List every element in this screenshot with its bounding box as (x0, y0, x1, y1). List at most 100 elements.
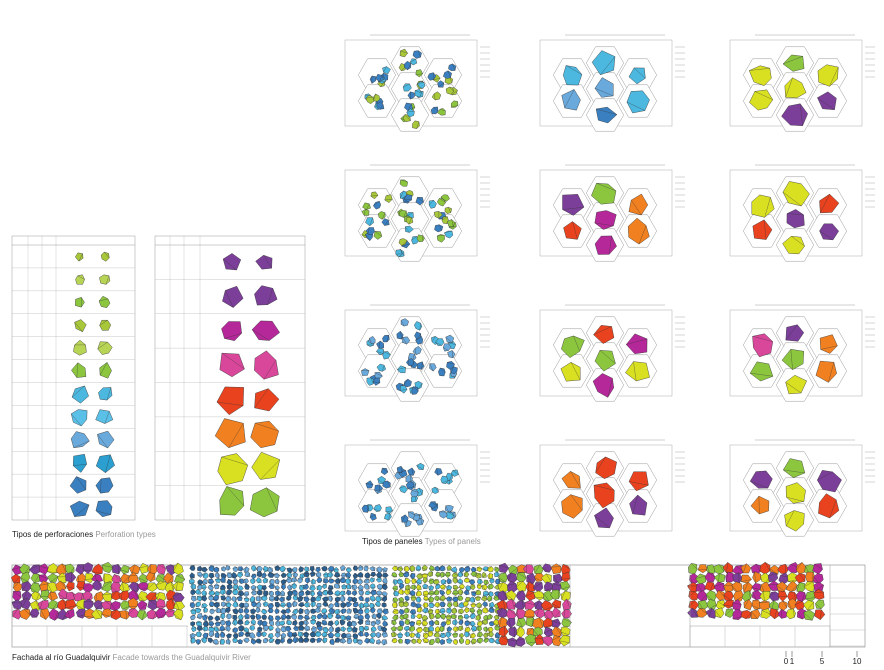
perforation (525, 581, 535, 592)
facet (464, 571, 468, 577)
facet (266, 487, 278, 512)
facet (114, 574, 122, 582)
perforation (231, 596, 238, 602)
perforation (452, 577, 459, 584)
facet (311, 578, 313, 585)
perforation (551, 618, 561, 629)
facet (445, 505, 449, 513)
facet (437, 596, 440, 601)
perforation (416, 573, 424, 580)
facet (281, 584, 284, 590)
perforation (254, 350, 279, 380)
perforation (489, 601, 495, 608)
perforation (274, 565, 281, 571)
perforation (321, 566, 328, 572)
facet (334, 632, 339, 636)
facet (408, 622, 415, 624)
facet (251, 573, 256, 577)
perforation (74, 319, 87, 333)
facet (95, 510, 111, 515)
perforation (361, 208, 370, 216)
perforation (351, 620, 358, 627)
facet (224, 333, 242, 339)
facet (206, 620, 209, 626)
perforation (251, 601, 257, 608)
facet (424, 578, 428, 584)
perforation (435, 571, 441, 578)
perforation (375, 572, 383, 578)
facet (820, 194, 830, 213)
facet (545, 573, 552, 582)
perforation (328, 595, 334, 603)
facet (445, 336, 453, 343)
facet (768, 573, 777, 577)
facet (428, 578, 434, 582)
perforation (817, 91, 837, 111)
facet (484, 607, 489, 612)
facet (323, 578, 327, 584)
facet (416, 603, 418, 609)
facet (274, 586, 279, 591)
facet (328, 613, 334, 617)
perforation (197, 595, 203, 602)
facet (302, 573, 304, 579)
perforation (594, 77, 614, 98)
facet (401, 243, 410, 247)
perforation (310, 578, 316, 585)
facet (235, 601, 239, 607)
facet (398, 470, 406, 474)
perforation (477, 578, 484, 586)
perforation (398, 582, 405, 590)
perforation (560, 580, 571, 592)
facet (402, 337, 407, 345)
facet (435, 584, 440, 587)
facet (399, 586, 404, 589)
perforation (69, 500, 90, 517)
perforation (243, 566, 250, 573)
perforation (84, 573, 95, 584)
facet (171, 598, 175, 609)
perforation (450, 566, 458, 573)
facet (252, 586, 257, 590)
perforation (451, 572, 459, 579)
perforation (345, 601, 353, 608)
facet (378, 340, 381, 349)
perforation (561, 618, 572, 628)
facet (282, 609, 286, 614)
perforation (279, 565, 286, 573)
facet (749, 68, 770, 71)
perforation (410, 488, 419, 498)
facet (287, 614, 291, 619)
perforation (593, 325, 615, 344)
perforation (261, 608, 268, 615)
perforation (532, 626, 543, 637)
facet (241, 603, 244, 609)
perforation (437, 80, 445, 88)
facet (443, 580, 447, 585)
facet (286, 608, 291, 612)
facet (78, 253, 83, 262)
caption-subtitle: Facade towards the Guadalquivir River (113, 653, 252, 662)
facet (232, 638, 237, 641)
facet (328, 621, 334, 624)
facet (370, 628, 375, 632)
facet (414, 90, 422, 94)
facet (293, 572, 296, 577)
facet (382, 626, 385, 632)
perforation (782, 181, 810, 207)
perforation (402, 336, 411, 345)
facet (35, 600, 40, 611)
facet (363, 628, 369, 630)
perforation (322, 613, 328, 620)
perforation (752, 219, 773, 240)
perforation (40, 608, 51, 620)
perforation (410, 613, 416, 619)
perforation (481, 619, 488, 625)
perforation (463, 565, 471, 573)
perforation (119, 565, 130, 575)
facet (471, 628, 477, 631)
perforation (422, 626, 429, 633)
perforation (220, 601, 227, 607)
perforation (358, 602, 365, 609)
perforation (304, 608, 311, 616)
